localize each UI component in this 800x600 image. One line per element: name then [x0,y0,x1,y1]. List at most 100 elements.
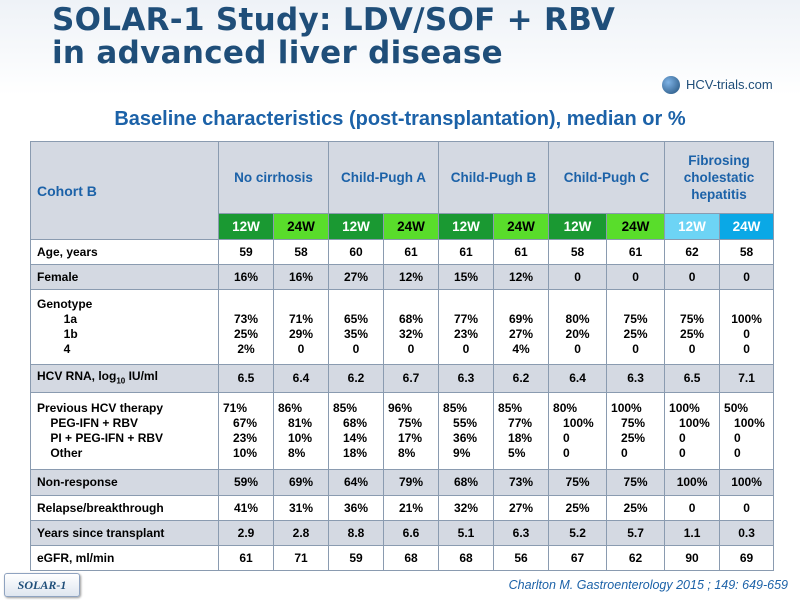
week-header: 24W [719,213,775,240]
table-cell: 62 [606,545,666,571]
table-cell: 0 [548,264,608,290]
group-header: Fibrosing cholestatic hepatitis [664,141,775,214]
table-cell: 27% [328,264,384,290]
week-header: 12W [548,213,608,240]
table-cell: 0 [664,264,721,290]
table-cell: 100% [719,469,775,496]
table-cell: 12% [493,264,550,290]
table-cell: 85% 68% 14% 18% [328,392,384,470]
table-cell: 27% [493,495,550,521]
table-cell: 85% 77% 18% 5% [493,392,550,470]
week-header: 12W [438,213,495,240]
table-cell: 61 [438,239,495,265]
table-cell: 69 [719,545,775,571]
table-cell: 6.5 [664,364,721,393]
table-cell: 21% [382,495,440,521]
group-header: Child-Pugh A [327,141,440,214]
table-cell: 75% 25% 0 [664,289,721,365]
table-cell: 65% 35% 0 [328,289,384,365]
table-cell: 32% [438,495,495,521]
table-cell: 6.5 [218,364,274,393]
table-row: Previous HCV therapy PEG-IFN + RBV PI + … [30,392,775,470]
table-cell: 36% [328,495,384,521]
table-cell: 61 [493,239,550,265]
table-cell: 80% 100% 0 0 [548,392,608,470]
table-cell: 68% [438,469,495,496]
table-cell: 0 [719,495,775,521]
table-cell: 68% 32% 0 [382,289,440,365]
table-cell: 16% [273,264,329,290]
table-cell: 6.7 [382,364,440,393]
week-header: 24W [382,213,440,240]
table-row: Genotype 1a 1b 4 73% 25% 2% 71% 29% 0 65… [30,289,775,365]
table-cell: 6.6 [382,520,440,546]
table-cell: 5.7 [606,520,666,546]
row-label-subscript: 10 [116,376,126,386]
slide-title: SOLAR-1 Study: LDV/SOF + RBV in advanced… [52,4,615,70]
table-cell: 71% 67% 23% 10% [218,392,274,470]
row-label: Years since transplant [30,520,219,546]
group-header: Child-Pugh B [438,141,550,214]
table-cell: 79% [382,469,440,496]
table-header-row: Cohort B No cirrhosis Child-Pugh A Child… [30,141,775,240]
group-header: Child-Pugh C [548,141,666,214]
table-cell: 59% [218,469,274,496]
row-label: Female [30,264,219,290]
table-cell: 61 [382,239,440,265]
table-cell: 8.8 [328,520,384,546]
table-cell: 0 [719,264,775,290]
table-cell: 68 [438,545,495,571]
row-label: Relapse/breakthrough [30,495,219,521]
week-header: 12W [218,213,274,240]
slide-subtitle: Baseline characteristics (post-transplan… [114,108,686,130]
globe-icon [662,76,680,94]
table-cell: 59 [218,239,274,265]
row-label-text: HCV RNA, log [37,368,117,383]
row-label: Non-response [30,469,219,496]
table-cell: 100% 100% 0 0 [664,392,721,470]
table-cell: 5.1 [438,520,495,546]
table-cell: 96% 75% 17% 8% [382,392,440,470]
baseline-characteristics-table: Cohort B No cirrhosis Child-Pugh A Child… [30,141,775,571]
row-label: Age, years [30,239,219,265]
table-cell: 61 [218,545,274,571]
hcv-trials-logo[interactable]: HCV-trials.com [660,74,795,96]
table-cell: 2.8 [273,520,329,546]
table-cell: 50% 100% 0 0 [719,392,775,470]
week-header: 12W [664,213,721,240]
solar-1-badge: SOLAR-1 [4,573,80,597]
table-cell: 56 [493,545,550,571]
row-label: Previous HCV therapy PEG-IFN + RBV PI + … [30,392,219,470]
table-row: Relapse/breakthrough 41% 31% 36% 21% 32% 27% 25… [30,495,775,521]
table-row: Age, years 59 58 60 61 61 61 58 61 62 58 [30,239,775,265]
table-cell: 80% 20% 0 [548,289,608,365]
table-cell: 7.1 [719,364,775,393]
table-cell: 16% [218,264,274,290]
table-cell: 58 [273,239,329,265]
citation: Charlton M. Gastroenterology 2015 ; 149:… [508,578,788,592]
table-cell: 69% 27% 4% [493,289,550,365]
table-cell: 59 [328,545,384,571]
table-cell: 100% 75% 25% 0 [606,392,666,470]
table-cell: 25% [548,495,608,521]
table-cell: 0.3 [719,520,775,546]
row-label-suffix: IU/ml [125,368,158,383]
slide-title-line1: SOLAR-1 Study: LDV/SOF + RBV [52,2,616,38]
table-cell: 0 [606,264,666,290]
table-row: Years since transplant 2.9 2.8 8.8 6.6 5.1 6.3… [30,520,775,546]
table-cell: 73% 25% 2% [218,289,274,365]
table-cell: 6.2 [493,364,550,393]
week-header: 12W [328,213,384,240]
table-cell: 77% 23% 0 [438,289,495,365]
row-label: eGFR, ml/min [30,545,219,571]
row-label: HCV RNA, log10 IU/ml [30,364,219,393]
table-cell: 67 [548,545,608,571]
logo-text: HCV-trials.com [686,77,773,92]
table-cell: 75% [606,469,666,496]
week-header: 24W [273,213,329,240]
table-cell: 64% [328,469,384,496]
table-cell: 41% [218,495,274,521]
table-cell: 5.2 [548,520,608,546]
table-cell: 25% [606,495,666,521]
table-cell: 60 [328,239,384,265]
